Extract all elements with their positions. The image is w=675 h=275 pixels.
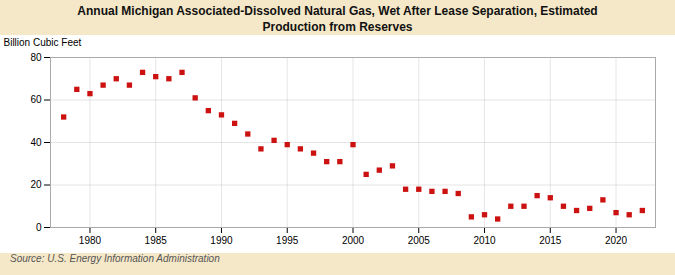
- svg-text:60: 60: [30, 94, 42, 105]
- svg-text:40: 40: [30, 137, 42, 148]
- html-text:Source: U.S. Energy Informatio: Source: U.S. Energy Information Administ…: [10, 253, 220, 265]
- svg-text:1985: 1985: [145, 235, 168, 246]
- html-text:Annual Michigan Associated-Dis: Annual Michigan Associated-Dissolved Nat…: [77, 4, 598, 34]
- svg-text:2020: 2020: [605, 235, 628, 246]
- svg-text:2015: 2015: [539, 235, 562, 246]
- svg-text:80: 80: [30, 52, 42, 63]
- svg-text:1995: 1995: [276, 235, 299, 246]
- svg-text:1980: 1980: [79, 235, 102, 246]
- svg-text:Billion Cubic Feet: Billion Cubic Feet: [4, 37, 82, 48]
- svg-text:0: 0: [36, 222, 42, 233]
- svg-text:2010: 2010: [473, 235, 496, 246]
- svg-text:20: 20: [30, 179, 42, 190]
- svg-text:2000: 2000: [342, 235, 365, 246]
- svg-text:2005: 2005: [408, 235, 431, 246]
- svg-text:1990: 1990: [210, 235, 233, 246]
